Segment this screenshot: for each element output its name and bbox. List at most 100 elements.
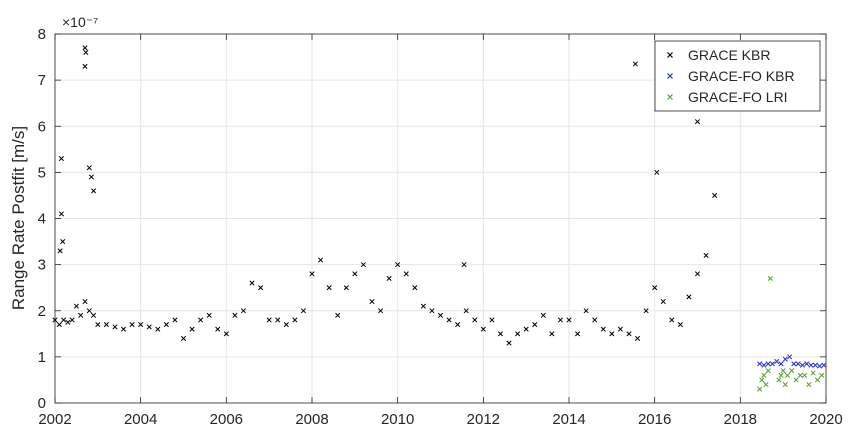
y-tick-label: 8 xyxy=(38,26,46,43)
data-point xyxy=(335,312,341,318)
data-point xyxy=(778,361,784,367)
data-marks xyxy=(52,45,827,392)
data-point xyxy=(90,312,97,318)
data-point xyxy=(793,377,799,383)
data-point xyxy=(804,361,810,367)
data-point xyxy=(90,188,97,194)
data-point xyxy=(669,317,675,323)
data-point xyxy=(632,61,638,67)
data-point xyxy=(703,252,709,258)
legend-label: GRACE-FO LRI xyxy=(688,89,788,105)
data-point xyxy=(155,326,161,332)
data-point xyxy=(780,368,786,374)
legend: GRACE KBR GRACE-FO KBR GRACE-FO LRI xyxy=(654,40,821,112)
data-point xyxy=(86,308,92,314)
data-point xyxy=(566,317,572,323)
x-tick-label: 2016 xyxy=(638,411,671,428)
y-axis-label: Range Rate Postfit [m/s] xyxy=(9,126,28,310)
data-point xyxy=(129,322,135,328)
x-tick-label: 2004 xyxy=(124,411,157,428)
data-point xyxy=(821,362,827,368)
data-point xyxy=(437,312,444,318)
data-point xyxy=(654,169,660,175)
data-point xyxy=(774,358,780,365)
data-point xyxy=(757,386,763,392)
series-grace-kbr xyxy=(52,45,718,346)
data-point xyxy=(258,285,264,291)
data-point xyxy=(95,322,101,328)
data-point xyxy=(557,317,563,323)
data-point xyxy=(489,317,495,323)
data-point xyxy=(326,285,332,291)
data-point xyxy=(643,308,649,314)
data-point xyxy=(810,370,816,376)
data-point xyxy=(677,322,683,328)
data-point xyxy=(52,317,58,323)
data-point xyxy=(784,372,791,378)
series-grace-fo-lri xyxy=(757,275,825,392)
data-point xyxy=(163,322,169,328)
data-point xyxy=(506,340,512,346)
data-point xyxy=(799,362,805,368)
data-point xyxy=(797,372,803,378)
data-point xyxy=(769,361,776,367)
data-point xyxy=(403,271,409,277)
data-point xyxy=(686,294,692,300)
data-point xyxy=(767,275,773,282)
data-point xyxy=(69,317,75,323)
data-point xyxy=(540,312,546,318)
data-point xyxy=(472,317,478,323)
y-multiplier-label: ×10⁻⁷ xyxy=(62,14,98,30)
data-point xyxy=(83,49,89,56)
data-point xyxy=(806,381,812,388)
legend-marker xyxy=(667,73,673,79)
data-point xyxy=(58,211,64,217)
data-point xyxy=(819,372,825,378)
data-point xyxy=(198,317,204,323)
data-point xyxy=(275,317,281,323)
legend-marker xyxy=(667,94,673,100)
data-point xyxy=(787,354,793,360)
data-point xyxy=(386,275,392,282)
data-point xyxy=(56,322,62,328)
data-point xyxy=(292,317,298,323)
data-point xyxy=(65,319,71,325)
data-point xyxy=(791,361,797,367)
data-point xyxy=(395,262,401,268)
y-tick-label: 0 xyxy=(38,395,46,412)
data-point xyxy=(480,326,486,332)
x-axis: 2002 2004 2006 2008 2010 2012 2014 2016 2018 2020 xyxy=(38,34,843,428)
y-tick-label: 2 xyxy=(38,303,46,320)
data-point xyxy=(88,174,94,180)
data-point xyxy=(112,324,118,330)
data-point xyxy=(172,317,178,323)
data-point xyxy=(795,361,801,367)
data-point xyxy=(789,368,795,374)
data-point xyxy=(266,317,272,323)
data-point xyxy=(82,45,88,51)
data-point xyxy=(782,381,788,388)
data-point xyxy=(249,280,255,286)
data-point xyxy=(73,303,79,309)
y-tick-label: 3 xyxy=(38,257,46,274)
data-point xyxy=(300,308,306,314)
data-point xyxy=(343,285,349,291)
data-point xyxy=(240,308,247,314)
data-point xyxy=(420,303,426,309)
data-point xyxy=(360,262,366,268)
data-point xyxy=(761,362,767,368)
x-tick-label: 2008 xyxy=(295,411,328,428)
x-tick-label: 2014 xyxy=(552,411,585,428)
data-point xyxy=(515,331,521,337)
data-point xyxy=(778,372,784,378)
data-point xyxy=(463,308,469,314)
y-axis: 0 1 2 3 4 5 6 7 8 xyxy=(38,26,826,412)
data-point xyxy=(532,322,538,328)
data-point xyxy=(446,317,452,323)
data-point xyxy=(592,317,598,323)
data-point xyxy=(206,312,212,318)
legend-box xyxy=(654,40,821,112)
data-point xyxy=(232,312,238,318)
legend-label: GRACE-FO KBR xyxy=(688,68,795,84)
